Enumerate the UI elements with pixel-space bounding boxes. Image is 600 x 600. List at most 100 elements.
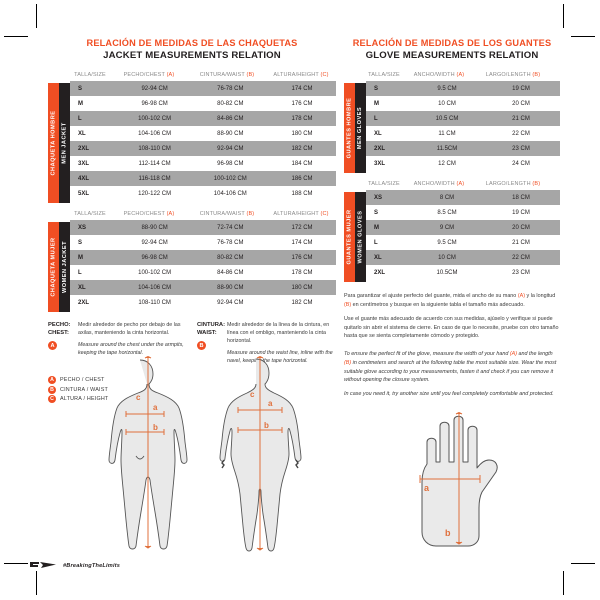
legend-label: CINTURA / WAIST [60,386,109,393]
crop-mark-tl-h [4,36,28,37]
note-en-ref-b: (B) [344,359,352,366]
brand-logo-icon [30,562,56,568]
cell-value: 22 CM [512,130,530,137]
cell-size: 2XL [78,299,90,306]
cell-size: XL [78,284,86,291]
women-gloves-header-row: TALLA/SIZE ANCHO/WIDTH (A) LARGO/LENGTH … [344,181,560,190]
table-row[interactable]: 2XL 108-110 CM 92-94 CM 182 CM [70,141,336,157]
jacket-title-en: JACKET MEASUREMENTS RELATION [103,49,281,61]
men-gloves-table: TALLA/SIZE ANCHO/WIDTH (A) LARGO/LENGTH … [344,72,560,174]
cell-value: 172 CM [291,224,313,231]
cell-value: 18 CM [512,194,530,201]
cell-value: 21 CM [512,115,530,122]
cell-value: 186 CM [291,175,313,182]
table-row[interactable]: XL 11 CM 22 CM [366,126,560,142]
glove-measure-lines [419,411,481,545]
table-row[interactable]: L 9.5 CM 21 CM [366,235,560,251]
col-header-height: ALTURA/HEIGHT (C) [273,72,329,79]
glove-note-es-2: Use el guante más adecuado de acuerdo co… [344,315,559,340]
table-row[interactable]: M 10 CM 20 CM [366,96,560,112]
cell-value: 184 CM [291,160,313,167]
cell-value: 10.5CM [436,269,458,276]
men-jacket-rows: S 92-94 CM 76-78 CM 174 CM M 96-98 CM 80-82 CM… [70,81,336,202]
table-row[interactable]: 2XL 11.5CM 23 CM [366,141,560,157]
waist-text-en: Measure around the waist line, inline wi… [227,350,333,365]
table-row[interactable]: M 96-98 CM 80-82 CM 176 CM [70,96,336,112]
measurement-legend: A PECHO / CHEST B CINTURA / WAIST C ALTURA / … [48,376,336,404]
cell-value: 174 CM [291,239,313,246]
table-row[interactable]: 4XL 116-118 CM 100-102 CM 186 CM [70,171,336,187]
cell-size: M [374,224,379,231]
table-row[interactable]: L 10.5 CM 21 CM [366,111,560,127]
glove-section-title: RELACIÓN DE MEDIDAS DE LOS GUANTES GLOVE… [344,38,560,61]
cell-value: 84-86 CM [217,115,244,122]
table-row[interactable]: L 100-102 CM 84-86 CM 178 CM [70,111,336,127]
cell-value: 10.5 CM [435,115,459,122]
cell-value: 104-106 CM [213,190,247,197]
cell-size: S [374,85,379,92]
cell-value: 174 CM [291,85,313,92]
waist-label-en: WAIST: [197,330,217,337]
cell-size: M [374,100,379,107]
col-header-size: TALLA/SIZE [74,72,106,79]
glove-note-en-2: In case you need it, try another size un… [344,391,554,398]
table-row[interactable]: XL 104-106 CM 88-90 CM 180 CM [70,280,336,296]
cell-size: 2XL [374,269,386,276]
table-row[interactable]: 5XL 120-122 CM 104-106 CM 188 CM [70,186,336,202]
legend-item: A PECHO / CHEST [48,376,336,385]
women-jacket-side-tabs: CHAQUETA MUJER WOMEN JACKET [48,222,70,313]
chest-instruction: PECHO: CHEST: A Medir alrededor de pecho… [48,322,187,366]
cell-size: 3XL [374,160,386,167]
man-label-c: c [136,393,141,402]
cell-value: 76-78 CM [217,85,244,92]
man-label-a: a [153,403,158,412]
table-row[interactable]: L 100-102 CM 84-86 CM 178 CM [70,265,336,281]
table-row[interactable]: XS 88-90 CM 72-74 CM 172 CM [70,220,336,236]
legend-label: PECHO / CHEST [60,377,105,384]
women-jacket-tab-en: WOMEN JACKET [59,222,70,313]
waist-instruction: CINTURA: WAIST: B Medir alrededor de la … [197,322,336,366]
cell-value: 180 CM [291,130,313,137]
cell-value: 88-90 CM [141,224,168,231]
table-row[interactable]: XL 104-106 CM 88-90 CM 180 CM [70,126,336,142]
cell-size: 2XL [78,145,90,152]
table-row[interactable]: M 96-98 CM 80-82 CM 176 CM [70,250,336,266]
legend-badge: C [48,395,56,404]
cell-value: 108-110 CM [138,145,171,152]
cell-size: L [78,269,82,276]
cell-value: 176 CM [291,100,313,107]
cell-size: XS [374,194,383,201]
glove-title-es: RELACIÓN DE MEDIDAS DE LOS GUANTES [352,38,552,48]
cell-value: 180 CM [291,284,313,291]
men-jacket-side-tabs: CHAQUETA HOMBRE MEN JACKET [48,83,70,204]
cell-value: 88-90 CM [217,284,244,291]
table-row[interactable]: 2XL 10.5CM 23 CM [366,265,560,281]
cell-value: 9.5 CM [437,239,457,246]
cell-value: 9 CM [439,224,455,231]
cell-value: 100-102 CM [138,269,172,276]
table-row[interactable]: 2XL 108-110 CM 92-94 CM 182 CM [70,295,336,311]
cell-value: 182 CM [291,145,313,152]
table-row[interactable]: M 9 CM 20 CM [366,220,560,236]
crop-mark-bl-h [4,563,28,564]
table-row[interactable]: S 92-94 CM 76-78 CM 174 CM [70,81,336,97]
cell-value: 100-102 CM [213,175,247,182]
table-row[interactable]: 3XL 12 CM 24 CM [366,156,560,172]
col-header-height: ALTURA/HEIGHT (C) [273,211,329,218]
glove-title-en: GLOVE MEASUREMENTS RELATION [365,49,539,61]
legend-item: B CINTURA / WAIST [48,385,336,394]
table-row[interactable]: S 92-94 CM 76-78 CM 174 CM [70,235,336,251]
cell-value: 116-118 CM [138,175,171,182]
table-row[interactable]: 3XL 112-114 CM 96-98 CM 184 CM [70,156,336,172]
table-row[interactable]: XS 8 CM 18 CM [366,190,560,206]
cell-value: 20 CM [512,100,530,107]
col-header-length: LARGO/LENGTH (B) [485,72,541,79]
cell-size: XS [78,224,87,231]
table-row[interactable]: S 8.5 CM 19 CM [366,205,560,221]
note-es-ref-b: (B) [344,302,352,309]
men-jacket-header-row: TALLA/SIZE PECHO/CHEST (A) CINTURA/WAIST… [48,72,336,81]
table-row[interactable]: S 9.5 CM 19 CM [366,81,560,97]
waist-label-es: CINTURA: [197,322,226,329]
table-row[interactable]: XL 10 CM 22 CM [366,250,560,266]
